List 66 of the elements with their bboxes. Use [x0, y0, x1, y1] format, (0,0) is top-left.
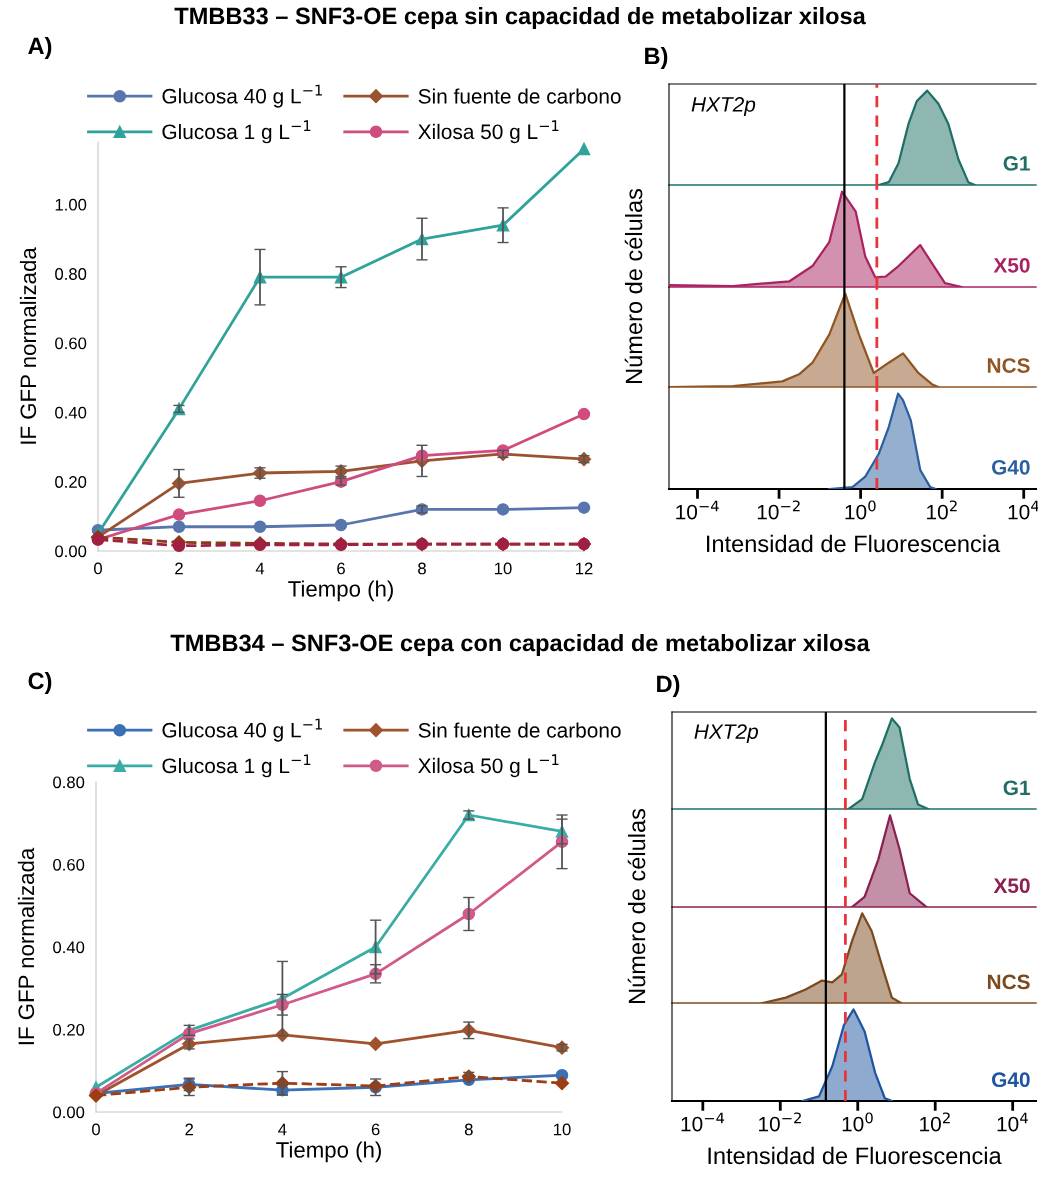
x-axis-title: Intensidad de Fluorescencia: [707, 534, 1001, 553]
y-tick-label: 0.20: [53, 1023, 85, 1036]
legend-label: Sin fuente de carbono: [418, 722, 621, 738]
x-tick-label: 10$^{2}$: [927, 500, 957, 520]
legend-label: Xilosa 50 g L$^{−1}$: [418, 120, 559, 144]
x-tick-label: 10$^{−2}$: [757, 500, 800, 520]
y-tick-label: 0.80: [53, 776, 85, 789]
x-tick-label: 10$^{−4}$: [681, 1112, 725, 1132]
y-tick-label: 1.00: [55, 198, 87, 211]
chart-title: TMBB33 – SNF3-OE cepa sin capacidad de metabolizar xilosa: [174, 7, 866, 29]
x-tick-label: 8: [464, 1123, 473, 1136]
x-tick-label: 10$^{2}$: [920, 1112, 950, 1132]
y-tick-label: 0.40: [53, 941, 85, 954]
y-tick-label: 0.40: [55, 406, 87, 419]
x-tick-label: 10$^{4}$: [997, 1112, 1028, 1132]
x-tick-label: 4: [278, 1123, 287, 1136]
annotation: HXT2p: [691, 97, 756, 116]
y-tick-label: 0.00: [53, 1106, 85, 1119]
text: NCS: [987, 974, 1030, 990]
annotation: HXT2p: [694, 724, 759, 744]
x-axis-title: Tiempo (h): [288, 580, 393, 602]
legend-label: Glucosa 40 g L$^{−1}$: [162, 84, 322, 108]
text: B): [645, 47, 668, 69]
text: NCS: [987, 358, 1030, 373]
x-axis-title: Tiempo (h): [276, 1141, 381, 1163]
x-tick-label: 10$^{−4}$: [676, 500, 719, 520]
x-tick-label: 12: [576, 562, 593, 575]
legend-label: Glucosa 40 g L$^{−1}$: [162, 718, 322, 742]
x-tick-label: 10$^{0}$: [845, 500, 876, 520]
y-axis-title: IF GFP normalizada: [19, 247, 37, 444]
series-label: X50: [993, 257, 1030, 273]
x-tick-label: 2: [175, 562, 183, 575]
y-axis-title: Número de células: [627, 808, 646, 1003]
x-tick-label: 10: [554, 1123, 571, 1136]
x-tick-label: 4: [255, 562, 265, 575]
x-axis-title: Intensidad de Fluorescencia: [708, 1146, 1002, 1165]
x-tick-label: 10$^{0}$: [842, 1112, 873, 1132]
text: D): [657, 674, 680, 698]
y-axis-title: IF GFP normalizada: [17, 847, 35, 1045]
y-tick-label: 0.20: [55, 476, 87, 488]
text: G40: [991, 459, 1030, 475]
text: A): [28, 37, 52, 59]
x-tick-label: 0: [92, 1123, 100, 1136]
series-label: G1: [1003, 156, 1030, 171]
y-tick-label: 0.60: [53, 858, 85, 871]
text: X50: [993, 878, 1030, 894]
x-tick-label: 6: [371, 1123, 380, 1136]
text: G1: [1003, 780, 1030, 796]
y-tick-label: 0.80: [55, 268, 87, 280]
legend-label: Xilosa 50 g L$^{−1}$: [418, 754, 559, 778]
y-tick-label: 0.00: [55, 545, 87, 558]
y-axis-title: Número de células: [624, 188, 643, 383]
y-tick-label: 0.60: [55, 337, 87, 350]
chart-title: TMBB34 – SNF3-OE cepa con capacidad de metabolizar xilosa: [170, 633, 870, 657]
x-tick-label: 6: [337, 562, 345, 575]
legend-label: Glucosa 1 g L$^{−1}$: [162, 120, 311, 144]
x-tick-label: 2: [185, 1123, 193, 1136]
legend-label: Sin fuente de carbono: [418, 88, 621, 104]
legend-label: Glucosa 1 g L$^{−1}$: [162, 754, 311, 778]
x-tick-label: 10: [495, 562, 512, 575]
x-tick-label: 8: [418, 562, 426, 575]
text: C): [28, 671, 52, 695]
x-tick-label: 0: [94, 562, 102, 575]
x-tick-label: 10$^{−2}$: [759, 1112, 801, 1132]
x-tick-label: 10$^{4}$: [1008, 500, 1038, 520]
text: G40: [992, 1072, 1030, 1088]
